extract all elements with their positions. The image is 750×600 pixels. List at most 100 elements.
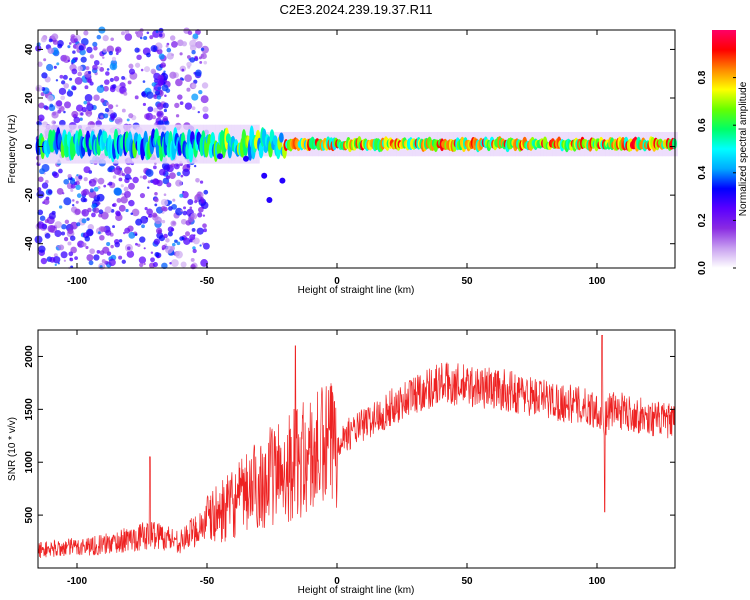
spectrogram-cell [201,82,209,89]
spectrogram-cell [126,250,135,258]
spectrogram-cell [124,173,131,181]
spectrogram-cell [61,223,67,230]
spectrogram-cell [93,59,100,66]
spectrogram-cell [63,178,70,185]
spectrogram-cell [186,55,191,59]
spectrogram-cell [51,33,59,41]
snr-x-tick-label: 0 [334,576,340,587]
spectrogram-cell [121,108,126,113]
spectrogram-cell [121,173,126,177]
spectrogram-cell [73,38,78,43]
spectrogram-cell [101,259,106,264]
spectrogram-cell [63,197,72,206]
spectrogram-cell [164,94,167,98]
spectrogram-cell [75,104,84,112]
spectrogram-cell [104,107,110,113]
spectrogram-cell [154,191,158,196]
spectrogram-cell [191,93,199,101]
spectrogram-cell [41,182,49,189]
spectrogram-cell [97,66,101,70]
spectrogram-y-axis-label: Frequency (Hz) [7,115,18,184]
spectrogram-cell [156,110,164,118]
spectrogram-cell [199,60,203,64]
spectrogram-cell [72,85,77,91]
spectrogram-cell [128,113,134,119]
spectrogram-cell [70,188,74,192]
spectrogram-cell [169,261,172,265]
spectrogram-cell [139,36,143,40]
spectrogram-cell [121,75,126,80]
spectrogram-cell [64,219,70,225]
spectrogram-cell [197,110,200,114]
spectrogram-y-tick-label: 0 [24,143,35,149]
spectrogram-cell [127,80,132,85]
spectrogram-cell [68,89,71,92]
spectrogram-cell [192,246,196,250]
spectrogram-cell [170,163,175,167]
spectrogram-cell [82,242,87,247]
spectrogram-cells [34,26,678,270]
spectrogram-cell [93,186,99,192]
spectrogram-cell [83,166,91,174]
spectrogram-cell [102,56,105,59]
spectrogram-cell [74,77,83,85]
spectrogram-cell [138,256,147,264]
spectrogram-cell [49,103,54,108]
spectrogram-cell [121,259,126,264]
spectrogram-cell [143,66,151,73]
spectrogram-cell [126,118,130,122]
spectrogram-cell [169,172,176,179]
spectrogram-cell [154,203,158,207]
spectrogram-cell [87,114,91,118]
spectrogram-cell [55,100,63,107]
spectrogram-cell [96,34,102,40]
spectrogram-cell [120,184,124,188]
spectrogram-cell [169,71,177,79]
spectrogram-x-tick-label: 50 [461,276,473,287]
spectrogram-cell [179,193,184,198]
snr-y-tick-label: 1000 [24,451,35,474]
spectrogram-cell [48,212,56,220]
spectrogram-cell [181,68,185,72]
spectrogram-cell [152,115,157,120]
spectrogram-cell [137,243,141,247]
spectrogram-cell [100,98,105,103]
spectrogram-cell [108,104,114,110]
spectrogram-cell [70,183,76,189]
spectrogram-cell [121,192,125,196]
spectrogram-cell [142,102,147,107]
spectrogram-cell [85,109,93,117]
spectrogram-cell [110,116,115,121]
spectrogram-cell [51,120,56,125]
spectrogram-cell [100,63,103,66]
spectrogram-cell [83,100,88,105]
spectrogram-cell [38,176,44,183]
spectrogram-cell [54,263,57,266]
spectrogram-cell [191,83,197,89]
spectrogram-x-tick-label: 100 [589,276,606,287]
spectrogram-cell [97,231,101,235]
spectrogram-cell [131,208,140,217]
spectrogram-cell [92,64,98,71]
spectrogram-cell [243,155,249,162]
spectrogram-cell [47,47,55,54]
spectrogram-cell [81,218,87,224]
spectrogram-cell [96,85,105,94]
spectrogram-cell [169,35,176,41]
spectrogram-cell [170,220,177,227]
spectrogram-cell [80,196,86,203]
spectrogram-cell [173,239,178,244]
spectrogram-cell [153,197,159,203]
spectrogram-cell [68,42,72,45]
spectrogram-cell [103,113,109,119]
spectrogram-cell [113,167,122,175]
spectrogram-cell [182,168,190,177]
spectrogram-cell [67,45,71,49]
spectrogram-cell [100,211,109,220]
spectrogram-cell [158,120,164,126]
spectrogram-cell [128,68,136,75]
spectrogram-cell [91,203,97,209]
spectrogram-cell [105,71,110,76]
spectrogram-cell [93,254,100,261]
spectrogram-cell [80,112,84,116]
